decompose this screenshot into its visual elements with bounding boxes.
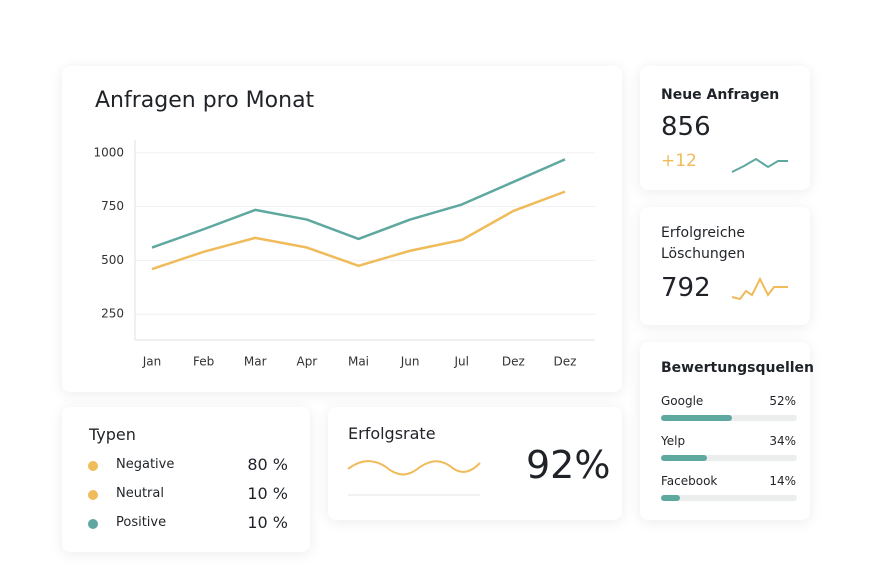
y-tick-label: 1000 (93, 145, 124, 159)
bar-track (661, 455, 797, 461)
card-title: Typen (89, 425, 136, 444)
series-line (151, 158, 566, 249)
x-tick-label: Jun (400, 355, 420, 369)
type-value: 10 % (247, 484, 288, 503)
type-value: 10 % (247, 513, 288, 532)
type-name: Positive (116, 515, 167, 530)
types-card: Typen Negative 80 % Neutral 10 % Positive 10 … (62, 407, 310, 552)
x-tick-label: Dez (554, 355, 577, 369)
source-value: 34% (769, 434, 796, 448)
type-name: Neutral (116, 486, 164, 501)
success-card: Erfolgsrate 92% (328, 407, 622, 520)
wave (347, 460, 481, 496)
card-delta: +12 (661, 151, 697, 171)
type-dot (88, 490, 98, 500)
source-bar (661, 415, 732, 421)
source-value: 14% (769, 474, 796, 488)
sparkline (731, 276, 788, 301)
card-title: Bewertungsquellen (661, 360, 815, 376)
chart-card: Anfragen pro Monat 250 500 750 1000 Jan Feb Ma… (62, 66, 622, 392)
sparkline (731, 157, 788, 173)
x-tick-label: Mar (244, 355, 267, 369)
series-line (151, 190, 566, 271)
y-tick-label: 750 (101, 199, 124, 213)
deletions-card: Erfolgreiche Löschungen 792 (640, 207, 810, 325)
type-dot (88, 461, 98, 471)
y-tick-label: 500 (101, 253, 124, 267)
card-title: Erfolgsrate (348, 424, 436, 443)
source-name: Google (661, 394, 704, 408)
type-value: 80 % (247, 455, 288, 474)
source-bar (661, 495, 681, 501)
new-requests-card: Neue Anfragen 856 +12 (640, 66, 810, 190)
card-value: 92% (526, 443, 611, 487)
x-tick-label: Dez (502, 355, 525, 369)
source-name: Yelp (661, 434, 686, 448)
card-value: 856 (661, 112, 711, 142)
type-name: Negative (116, 457, 175, 472)
card-value: 792 (661, 273, 711, 303)
x-tick-label: Feb (193, 355, 214, 369)
x-tick-label: Apr (296, 355, 317, 369)
x-tick-label: Jan (142, 355, 162, 369)
source-value: 52% (769, 394, 796, 408)
bar-track (661, 495, 797, 501)
card-title: Neue Anfragen (661, 87, 780, 103)
source-name: Facebook (661, 474, 718, 488)
x-tick-label: Mai (348, 355, 369, 369)
card-title: Erfolgreiche Löschungen (661, 225, 746, 262)
type-dot (88, 519, 98, 529)
x-tick-label: Jul (454, 355, 469, 369)
chart: 250 500 750 1000 Jan Feb Mar Apr Mai Jun Jul Dez Dez (93, 140, 595, 369)
sources-card: Bewertungsquellen Google 52% Yelp 34% Facebo… (640, 342, 814, 520)
source-bar (661, 455, 708, 461)
chart-title: Anfragen pro Monat (95, 88, 315, 113)
y-tick-label: 250 (101, 307, 124, 321)
